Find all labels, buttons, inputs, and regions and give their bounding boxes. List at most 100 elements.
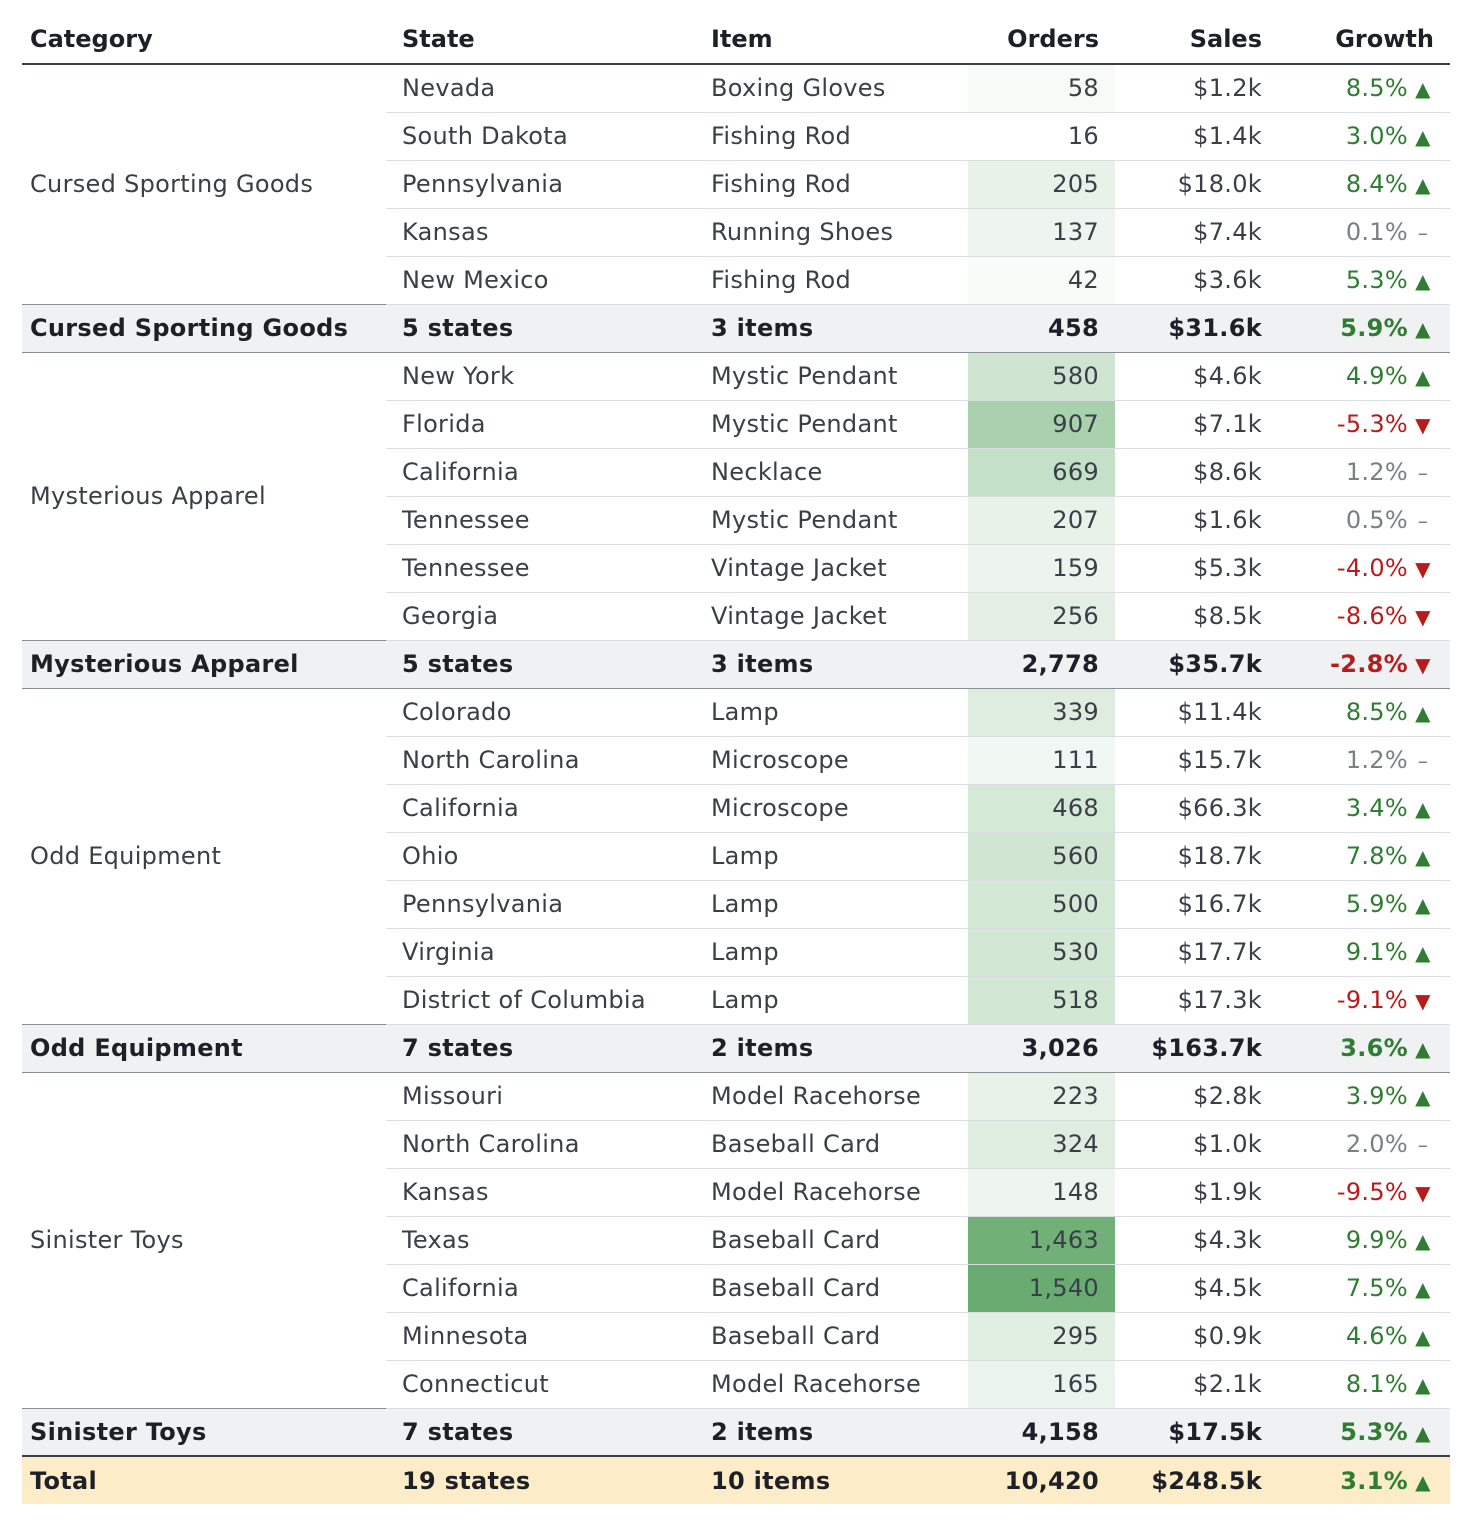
table-footer: Total 19 states 10 items 10,420 $248.5k 3.1% ▲ xyxy=(22,1455,1450,1504)
item-cell: Necklace xyxy=(703,448,968,497)
table-row[interactable]: South Dakota Fishing Rod 16 $1.4k 3.0% ▲ xyxy=(22,112,1450,161)
table-row[interactable]: Mysterious Apparel New York Mystic Pendant… xyxy=(22,352,1450,510)
state-cell: Texas xyxy=(386,1216,703,1265)
header-sales[interactable]: Sales xyxy=(1115,14,1278,65)
table-row[interactable]: Connecticut Model Racehorse 165 $2.1k 8.1% ▲ xyxy=(22,1360,1450,1409)
growth-cell: 2.0% – xyxy=(1278,1120,1450,1169)
sales-cell: $8.5k xyxy=(1115,592,1278,641)
table-row[interactable]: Tennessee Mystic Pendant 207 $1.6k 0.5% – xyxy=(22,496,1450,545)
subtotal-label: Cursed Sporting Goods xyxy=(22,303,386,353)
sales-cell: $3.6k xyxy=(1115,256,1278,305)
table-row[interactable]: Sinister Toys Missouri Model Racehorse 223 $… xyxy=(22,1072,1450,1254)
table-row[interactable]: Odd Equipment Colorado Lamp 339 $11.4k 8.5% ▲ xyxy=(22,688,1450,870)
growth-value: -9.5% xyxy=(1336,1178,1408,1206)
item-cell: Lamp xyxy=(703,688,968,737)
table-row[interactable]: Pennsylvania Lamp 500 $16.7k 5.9% ▲ xyxy=(22,880,1450,929)
sales-cell: $4.3k xyxy=(1115,1216,1278,1265)
total-items: 10 items xyxy=(703,1455,968,1504)
subtotal-orders: 4,158 xyxy=(968,1407,1115,1457)
table-row[interactable]: District of Columbia Lamp 518 $17.3k -9.1% ▼ xyxy=(22,976,1450,1025)
subtotal-items: 3 items xyxy=(703,639,968,689)
state-cell: California xyxy=(386,784,703,833)
header-growth[interactable]: Growth xyxy=(1278,14,1450,65)
growth-value: 3.6% xyxy=(1340,1034,1408,1062)
growth-value: 4.9% xyxy=(1345,362,1408,390)
state-cell: California xyxy=(386,448,703,497)
orders-cell: 42 xyxy=(968,256,1115,305)
header-state[interactable]: State xyxy=(386,14,703,65)
sales-cell: $4.6k xyxy=(1115,352,1278,401)
table-row[interactable]: New Mexico Fishing Rod 42 $3.6k 5.3% ▲ xyxy=(22,256,1450,305)
growth-cell: 1.2% – xyxy=(1278,448,1450,497)
growth-cell: 5.3% ▲ xyxy=(1278,256,1450,305)
subtotal-items: 3 items xyxy=(703,303,968,353)
table-row[interactable]: Texas Baseball Card 1,463 $4.3k 9.9% ▲ xyxy=(22,1216,1450,1265)
category-cell: Cursed Sporting Goods xyxy=(30,170,314,199)
item-cell: Lamp xyxy=(703,976,968,1025)
sales-cell: $1.9k xyxy=(1115,1168,1278,1217)
orders-cell: 58 xyxy=(968,64,1115,113)
orders-cell: 205 xyxy=(968,160,1115,209)
sales-cell: $1.2k xyxy=(1115,64,1278,113)
growth-value: 4.6% xyxy=(1345,1322,1408,1350)
table-row[interactable]: Florida Mystic Pendant 907 $7.1k -5.3% ▼ xyxy=(22,400,1450,449)
header-item[interactable]: Item xyxy=(703,14,968,65)
growth-value: 3.9% xyxy=(1345,1082,1408,1110)
state-cell: District of Columbia xyxy=(386,976,703,1025)
trend-flat-icon: – xyxy=(1417,749,1429,773)
growth-value: -9.1% xyxy=(1336,986,1408,1014)
table-row[interactable]: California Necklace 669 $8.6k 1.2% – xyxy=(22,448,1450,497)
table-row[interactable]: Kansas Running Shoes 137 $7.4k 0.1% – xyxy=(22,208,1450,257)
trend-up-icon: ▲ xyxy=(1415,797,1431,821)
growth-value: 1.2% xyxy=(1345,458,1408,486)
state-cell: Kansas xyxy=(386,1168,703,1217)
growth-cell: 9.9% ▲ xyxy=(1278,1216,1450,1265)
item-cell: Model Racehorse xyxy=(703,1072,968,1121)
table-row[interactable]: North Carolina Baseball Card 324 $1.0k 2.0% – xyxy=(22,1120,1450,1169)
growth-cell: 3.6% ▲ xyxy=(1278,1023,1450,1073)
state-cell: Florida xyxy=(386,400,703,449)
table-row[interactable]: Ohio Lamp 560 $18.7k 7.8% ▲ xyxy=(22,832,1450,881)
header-orders[interactable]: Orders xyxy=(968,14,1115,65)
total-states: 19 states xyxy=(386,1455,703,1504)
state-cell: Ohio xyxy=(386,832,703,881)
trend-down-icon: ▼ xyxy=(1415,989,1431,1013)
table-row[interactable]: Kansas Model Racehorse 148 $1.9k -9.5% ▼ xyxy=(22,1168,1450,1217)
header-row: Category State Item Orders Sales Growth xyxy=(22,14,1450,65)
header-category[interactable]: Category xyxy=(22,14,386,65)
subtotal-row: Sinister Toys 7 states 2 items 4,158 $17.5k 5… xyxy=(22,1407,1450,1457)
orders-cell: 137 xyxy=(968,208,1115,257)
trend-up-icon: ▲ xyxy=(1415,365,1431,389)
table-row[interactable]: Georgia Vintage Jacket 256 $8.5k -8.6% ▼ xyxy=(22,592,1450,641)
table-row[interactable]: Cursed Sporting Goods Nevada Boxing Gloves… xyxy=(22,64,1450,198)
growth-value: 3.0% xyxy=(1345,122,1408,150)
total-sales: $248.5k xyxy=(1115,1455,1278,1504)
trend-up-icon: ▲ xyxy=(1415,77,1431,102)
table-row[interactable]: Pennsylvania Fishing Rod 205 $18.0k 8.4% ▲ xyxy=(22,160,1450,209)
table-row[interactable]: Minnesota Baseball Card 295 $0.9k 4.6% ▲ xyxy=(22,1312,1450,1361)
sales-cell: $16.7k xyxy=(1115,880,1278,929)
table-row[interactable]: North Carolina Microscope 111 $15.7k 1.2% – xyxy=(22,736,1450,785)
state-cell: Missouri xyxy=(386,1072,703,1121)
subtotal-label: Sinister Toys xyxy=(22,1407,386,1457)
item-cell: Baseball Card xyxy=(703,1120,968,1169)
item-cell: Lamp xyxy=(703,880,968,929)
growth-value: 3.4% xyxy=(1345,794,1408,822)
orders-cell: 560 xyxy=(968,832,1115,881)
growth-cell: -9.1% ▼ xyxy=(1278,976,1450,1025)
table-row[interactable]: California Baseball Card 1,540 $4.5k 7.5% ▲ xyxy=(22,1264,1450,1313)
growth-value: 0.5% xyxy=(1345,506,1408,534)
subtotal-states: 5 states xyxy=(386,303,703,353)
item-cell: Running Shoes xyxy=(703,208,968,257)
table-row[interactable]: California Microscope 468 $66.3k 3.4% ▲ xyxy=(22,784,1450,833)
sales-table-container: Category State Item Orders Sales Growth … xyxy=(22,14,1450,1504)
growth-value: 7.8% xyxy=(1345,842,1408,870)
orders-cell: 111 xyxy=(968,736,1115,785)
table-row[interactable]: Tennessee Vintage Jacket 159 $5.3k -4.0% ▼ xyxy=(22,544,1450,593)
growth-cell: 1.2% – xyxy=(1278,736,1450,785)
growth-cell: 5.9% ▲ xyxy=(1278,880,1450,929)
state-cell: Colorado xyxy=(386,688,703,737)
table-row[interactable]: Virginia Lamp 530 $17.7k 9.1% ▲ xyxy=(22,928,1450,977)
growth-value: 9.1% xyxy=(1345,938,1408,966)
trend-up-icon: ▲ xyxy=(1415,269,1431,293)
